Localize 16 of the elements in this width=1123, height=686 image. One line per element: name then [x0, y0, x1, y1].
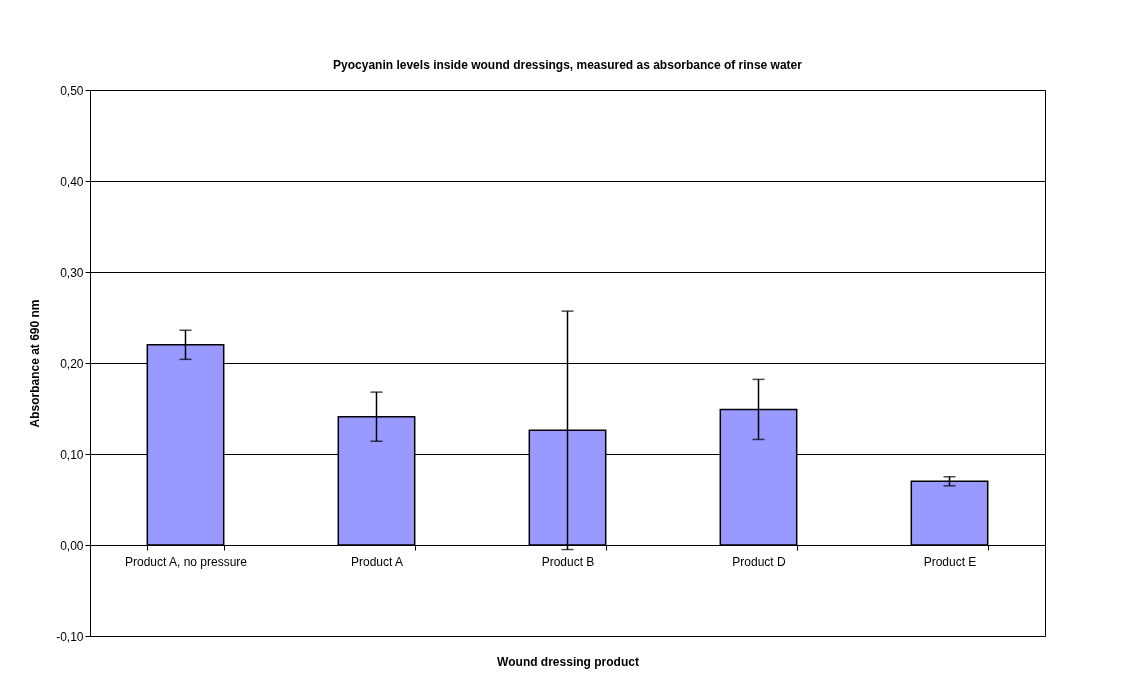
x-tick-label: Product D: [732, 554, 787, 569]
y-tick-label: 0,20: [60, 356, 84, 371]
chart-title: Pyocyanin levels inside wound dressings, measured as absorbance of rinse water: [333, 58, 803, 72]
y-tick-label: 0,00: [60, 538, 84, 553]
x-tick-label: Product B: [541, 554, 595, 569]
y-tick-label: -0,10: [56, 629, 84, 644]
x-tick-label: Product E: [923, 554, 977, 569]
y-tick-label: 0,10: [60, 447, 84, 462]
x-tick-label: Product A, no pressure: [124, 554, 248, 569]
x-tick-label: Product A: [350, 554, 404, 569]
y-axis-title: Absorbance at 690 nm: [28, 299, 43, 428]
y-tick-label: 0,50: [60, 83, 84, 98]
y-tick-label: 0,30: [60, 265, 84, 280]
x-axis-title: Wound dressing product: [497, 654, 639, 669]
bar: [910, 480, 989, 546]
y-tick-label: 0,40: [60, 174, 84, 189]
